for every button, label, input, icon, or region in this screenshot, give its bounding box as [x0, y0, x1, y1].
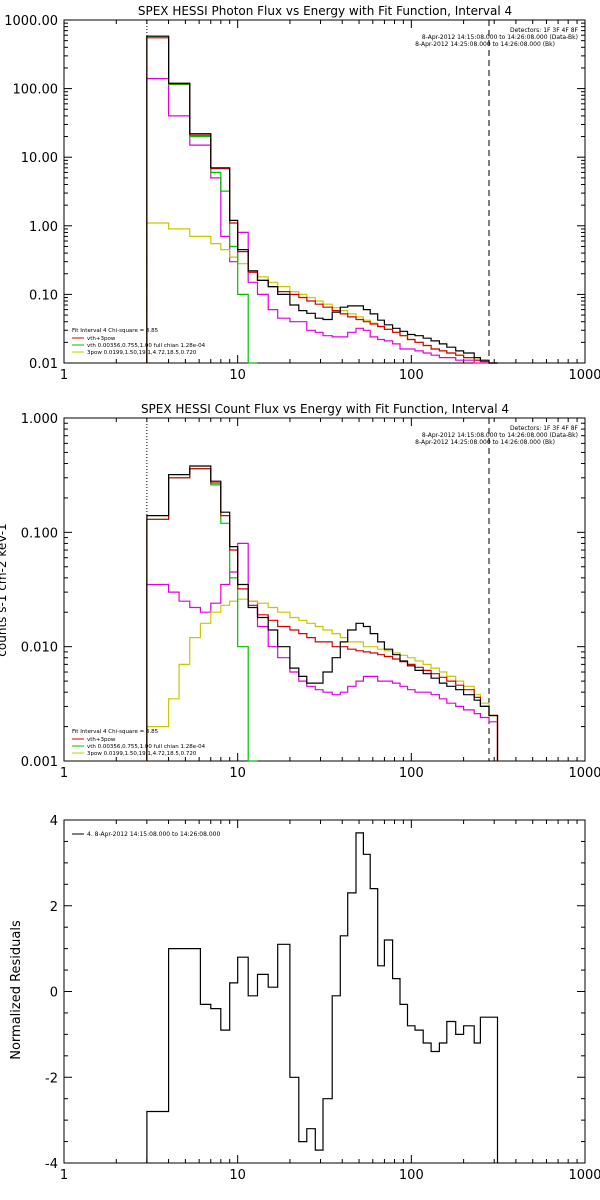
residuals-series-4-8-apr-2012-14-15-08-000-to-14-26-08-000	[146, 832, 499, 1163]
residuals-x-tick-label: 10	[229, 1168, 246, 1183]
count-flux-panel: SPEX HESSI Count Flux vs Energy with Fit…	[0, 402, 600, 781]
count-flux-y-tick-label: 0.010	[21, 641, 58, 656]
photon-flux-series-3pow	[146, 222, 498, 364]
count-flux-legend-item-fit: vth+3pow	[87, 737, 116, 743]
photon-flux-y-tick-label: 0.10	[29, 288, 58, 303]
residuals-x-tick-label: 1000	[568, 1168, 600, 1183]
count-flux-header-line1: 8-Apr-2012 14:15:08.000 to 14:26:08.000 …	[422, 432, 578, 439]
residuals-panel: Normalized Residuals 1 10 100 1000 -4 -2 0 2 4 4…	[9, 814, 600, 1183]
residuals-x-tick-label: 1	[60, 1168, 68, 1183]
count-flux-x-tick-label: 1000	[568, 766, 600, 781]
residuals-y-tick-label: 2	[50, 900, 58, 915]
photon-flux-series-vth-3pow	[146, 37, 498, 364]
residuals-legend: 4. 8-Apr-2012 14:15:08.000 to 14:26:08.0…	[72, 831, 220, 838]
photon-flux-legend: Fit Interval 4 Chi-square = 3.85 vth+3po…	[72, 328, 206, 356]
photon-flux-legend-title: Fit Interval 4 Chi-square = 3.85	[72, 328, 159, 334]
residuals-x-tick-label: 100	[399, 1168, 424, 1183]
count-flux-y-tick-label: 1.000	[21, 412, 58, 427]
photon-flux-title: SPEX HESSI Photon Flux vs Energy with Fi…	[138, 4, 512, 18]
photon-flux-header-line2: 8-Apr-2012 14:25:08.000 to 14:26:08.000 …	[415, 41, 555, 48]
count-flux-legend: Fit Interval 4 Chi-square = 3.85 vth+3po…	[72, 729, 206, 757]
photon-flux-y-tick-label: 10.00	[21, 151, 58, 166]
photon-flux-x-tick-label: 10	[229, 368, 246, 383]
photon-flux-header-line1: 8-Apr-2012 14:15:08.000 to 14:26:08.000 …	[422, 34, 578, 41]
photon-flux-series-bk	[146, 78, 498, 364]
photon-flux-y-tick-label: 100.00	[13, 83, 59, 98]
count-flux-series-bk	[146, 542, 499, 761]
photon-flux-legend-item-fit: vth+3pow	[87, 336, 116, 342]
count-flux-series-vth-3pow	[146, 468, 499, 761]
photon-flux-x-tick-label: 1000	[568, 368, 600, 383]
residuals-y-tick-label: -4	[45, 1157, 58, 1172]
photon-flux-y-tick-label: 0.01	[29, 357, 58, 372]
photon-flux-series-vth	[146, 35, 258, 364]
residuals-ylabel: Normalized Residuals	[9, 920, 24, 1060]
residuals-y-tick-label: 0	[50, 986, 58, 1001]
count-flux-x-tick-label: 1	[60, 766, 68, 781]
count-flux-legend-title: Fit Interval 4 Chi-square = 3.85	[72, 729, 159, 735]
photon-flux-series-data-bk	[146, 35, 498, 364]
photon-flux-panel: SPEX HESSI Photon Flux vs Energy with Fi…	[4, 4, 600, 383]
residuals-plot-frame	[63, 819, 586, 1164]
count-flux-ylabel: counts s-1 cm-2 keV-1	[0, 523, 9, 656]
photon-flux-y-tick-label: 1.00	[29, 220, 58, 235]
photon-flux-detectors: Detectors: 1F 3F 4F 8F	[510, 27, 579, 34]
photon-flux-y-tick-label: 1000.00	[4, 14, 58, 29]
residuals-y-tick-label: 4	[50, 814, 58, 829]
photon-flux-legend-item-vth: vth 0.00356,0.755,1.00 full chian 1.28e-…	[87, 343, 206, 349]
count-flux-legend-item-vth: vth 0.00356,0.755,1.00 full chian 1.28e-…	[87, 744, 206, 750]
count-flux-axes: 1 10 100 1000 0.001 0.010 0.100 1.000	[21, 412, 600, 781]
count-flux-series-3pow	[146, 598, 499, 761]
count-flux-series	[146, 465, 499, 762]
count-flux-x-tick-label: 100	[399, 766, 424, 781]
residuals-series	[146, 832, 499, 1163]
count-flux-y-tick-label: 0.001	[21, 755, 58, 770]
residuals-axes: 1 10 100 1000 -4 -2 0 2 4	[45, 814, 600, 1183]
residuals-y-tick-label: -2	[45, 1071, 58, 1086]
photon-flux-axes: 1 10 100 1000 0.01 0.10 1.00 10.00 100.00 1000.00	[4, 14, 600, 383]
count-flux-x-tick-label: 10	[229, 766, 246, 781]
count-flux-detectors: Detectors: 1F 3F 4F 8F	[510, 425, 579, 432]
count-flux-series-data-bk	[146, 465, 499, 761]
photon-flux-x-tick-label: 1	[60, 368, 68, 383]
residuals-legend-item: 4. 8-Apr-2012 14:15:08.000 to 14:26:08.0…	[87, 831, 220, 838]
count-flux-legend-item-3pow: 3pow 0.0199,1.50,19.1,4.72,18.5,0.720	[87, 751, 197, 757]
photon-flux-legend-item-3pow: 3pow 0.0199,1.50,19.1,4.72,18.5,0.720	[87, 350, 197, 356]
photon-flux-series	[146, 35, 498, 364]
count-flux-plot-frame	[63, 417, 586, 762]
count-flux-header-line2: 8-Apr-2012 14:25:08.000 to 14:26:08.000 …	[415, 439, 555, 446]
count-flux-title: SPEX HESSI Count Flux vs Energy with Fit…	[141, 402, 509, 416]
photon-flux-plot-frame	[63, 19, 586, 364]
count-flux-series-vth	[146, 468, 258, 762]
photon-flux-x-tick-label: 100	[399, 368, 424, 383]
count-flux-y-tick-label: 0.100	[21, 526, 58, 541]
